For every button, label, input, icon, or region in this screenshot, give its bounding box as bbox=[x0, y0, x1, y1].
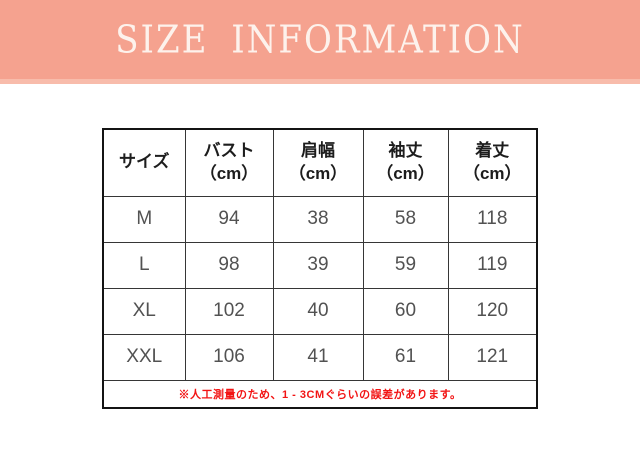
cell-bust: 94 bbox=[184, 195, 274, 243]
cell-size: M bbox=[102, 195, 186, 243]
table-row-xl: XL 102 40 60 120 bbox=[102, 287, 538, 335]
header-length: 着丈 （cm） bbox=[447, 128, 538, 197]
cell-size: L bbox=[102, 241, 186, 289]
table-row-m: M 94 38 58 118 bbox=[102, 195, 538, 243]
cell-size: XL bbox=[102, 287, 186, 335]
header-shoulder: 肩幅 （cm） bbox=[272, 128, 364, 197]
cell-bust: 98 bbox=[184, 241, 274, 289]
cell-sleeve: 58 bbox=[362, 195, 449, 243]
cell-length: 119 bbox=[447, 241, 538, 289]
header-size-label: サイズ bbox=[119, 152, 170, 172]
header-sleeve: 袖丈 （cm） bbox=[362, 128, 449, 197]
cell-shoulder: 40 bbox=[272, 287, 364, 335]
header-sleeve-unit: （cm） bbox=[376, 163, 435, 183]
header-bust-label: バスト bbox=[203, 140, 255, 160]
table-note-row: ※人工測量のため、1 - 3CMぐらいの誤差があります。 bbox=[102, 379, 538, 409]
page-title: SIZE INFORMATION bbox=[115, 17, 525, 62]
table-row-l: L 98 39 59 119 bbox=[102, 241, 538, 289]
cell-shoulder: 41 bbox=[272, 333, 364, 381]
table-row-xxl: XXL 106 41 61 121 bbox=[102, 333, 538, 381]
header-bust-unit: （cm） bbox=[199, 163, 259, 183]
header-size: サイズ bbox=[102, 128, 186, 197]
cell-length: 118 bbox=[447, 195, 538, 243]
cell-shoulder: 38 bbox=[272, 195, 364, 243]
header-shoulder-unit: （cm） bbox=[288, 163, 348, 183]
header-bust: バスト （cm） bbox=[184, 128, 274, 197]
size-table: サイズ バスト （cm） 肩幅 （cm） 袖丈 （cm） 着丈 （cm） bbox=[102, 128, 538, 409]
cell-bust: 106 bbox=[184, 333, 274, 381]
cell-shoulder: 39 bbox=[272, 241, 364, 289]
header-length-label: 着丈 bbox=[475, 140, 510, 160]
table-header-row: サイズ バスト （cm） 肩幅 （cm） 袖丈 （cm） 着丈 （cm） bbox=[102, 128, 538, 197]
cell-sleeve: 61 bbox=[362, 333, 449, 381]
cell-length: 120 bbox=[447, 287, 538, 335]
cell-length: 121 bbox=[447, 333, 538, 381]
header-shoulder-label: 肩幅 bbox=[301, 140, 335, 160]
header-length-unit: （cm） bbox=[462, 163, 522, 183]
cell-sleeve: 60 bbox=[362, 287, 449, 335]
cell-size: XXL bbox=[102, 333, 186, 381]
size-table-container: サイズ バスト （cm） 肩幅 （cm） 袖丈 （cm） 着丈 （cm） bbox=[0, 128, 640, 409]
cell-sleeve: 59 bbox=[362, 241, 449, 289]
measurement-note: ※人工測量のため、1 - 3CMぐらいの誤差があります。 bbox=[102, 379, 538, 409]
size-information-banner: SIZE INFORMATION bbox=[0, 0, 640, 84]
cell-bust: 102 bbox=[184, 287, 274, 335]
header-sleeve-label: 袖丈 bbox=[388, 140, 423, 160]
